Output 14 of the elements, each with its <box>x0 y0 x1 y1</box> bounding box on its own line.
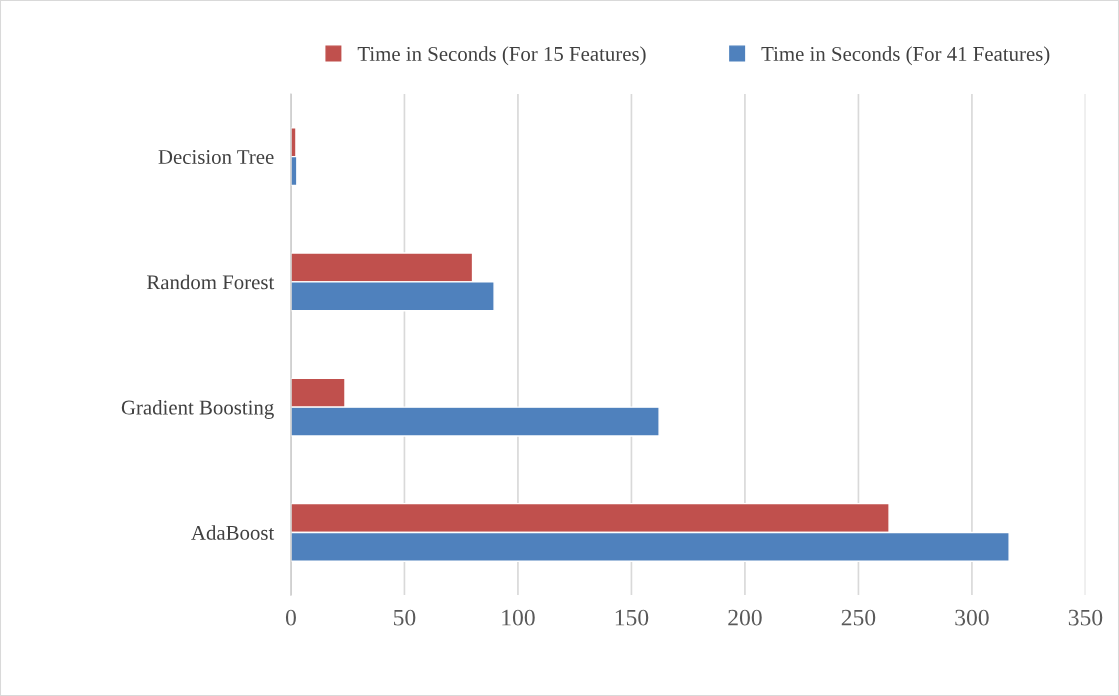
y-tick-label: Decision Tree <box>158 150 274 165</box>
y-tick-label: AdaBoost <box>191 525 275 540</box>
x-tick-label: 50 <box>394 609 416 626</box>
legend-label: Time in Seconds (For 41 Features) <box>761 46 1050 66</box>
x-tick-label: 200 <box>728 609 762 626</box>
x-tick-label: 0 <box>285 609 296 626</box>
x-tick-label: 250 <box>841 609 876 626</box>
legend-label: Time in Seconds (For 15 Features) <box>357 46 646 66</box>
x-tick-label: 350 <box>1068 609 1103 626</box>
y-tick-label: Gradient Boosting <box>121 399 274 419</box>
x-tick-label: 100 <box>502 609 535 626</box>
x-tick-label: 150 <box>615 609 649 626</box>
y-tick-label: Random Forest <box>146 274 275 290</box>
x-tick-label: 300 <box>955 609 989 626</box>
